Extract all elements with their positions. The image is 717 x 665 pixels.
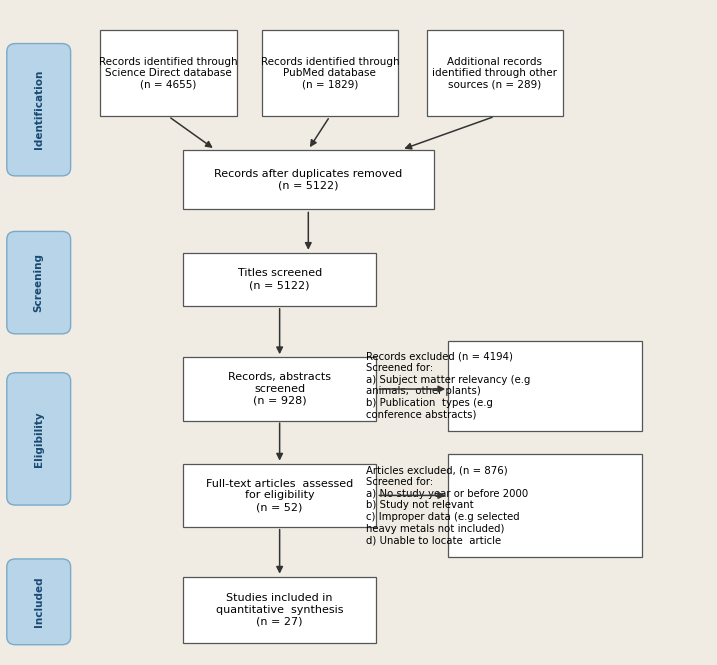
- FancyBboxPatch shape: [183, 577, 376, 643]
- FancyBboxPatch shape: [262, 30, 398, 116]
- FancyBboxPatch shape: [6, 44, 70, 176]
- Text: Identification: Identification: [34, 70, 44, 150]
- FancyBboxPatch shape: [6, 372, 70, 505]
- FancyBboxPatch shape: [183, 253, 376, 306]
- Text: Articles excluded, (n = 876)
Screened for:
a) No study year or before 2000
b) St: Articles excluded, (n = 876) Screened fo…: [366, 465, 528, 545]
- Text: Additional records
identified through other
sources (n = 289): Additional records identified through ot…: [432, 57, 557, 90]
- Text: Records identified through
PubMed database
(n = 1829): Records identified through PubMed databa…: [260, 57, 399, 90]
- Text: Included: Included: [34, 577, 44, 627]
- FancyBboxPatch shape: [6, 559, 70, 645]
- Text: Records identified through
Science Direct database
(n = 4655): Records identified through Science Direc…: [99, 57, 238, 90]
- FancyBboxPatch shape: [448, 340, 642, 431]
- FancyBboxPatch shape: [183, 358, 376, 421]
- FancyBboxPatch shape: [448, 454, 642, 557]
- Text: Eligibility: Eligibility: [34, 411, 44, 467]
- FancyBboxPatch shape: [100, 30, 237, 116]
- Text: Screening: Screening: [34, 253, 44, 312]
- Text: Records after duplicates removed
(n = 5122): Records after duplicates removed (n = 51…: [214, 169, 402, 190]
- Text: Studies included in
quantitative  synthesis
(n = 27): Studies included in quantitative synthes…: [216, 593, 343, 626]
- FancyBboxPatch shape: [6, 231, 70, 334]
- Text: Full-text articles  assessed
for eligibility
(n = 52): Full-text articles assessed for eligibil…: [206, 479, 353, 512]
- FancyBboxPatch shape: [183, 150, 434, 209]
- Text: Records, abstracts
screened
(n = 928): Records, abstracts screened (n = 928): [228, 372, 331, 406]
- FancyBboxPatch shape: [427, 30, 563, 116]
- Text: Records excluded (n = 4194)
Screened for:
a) Subject matter relevancy (e.g
anima: Records excluded (n = 4194) Screened for…: [366, 352, 530, 420]
- Text: Titles screened
(n = 5122): Titles screened (n = 5122): [237, 269, 322, 290]
- FancyBboxPatch shape: [183, 464, 376, 527]
